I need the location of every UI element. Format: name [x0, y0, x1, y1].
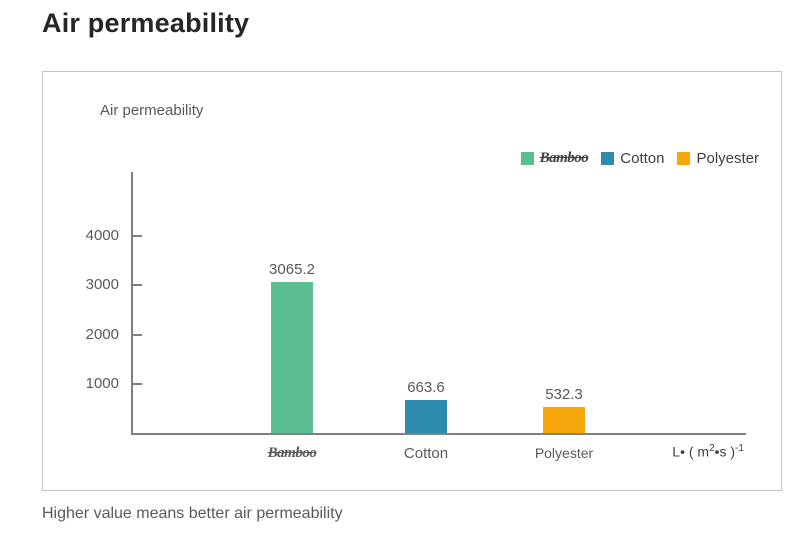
x-axis-label-bamboo: Bamboo: [267, 445, 317, 461]
bar-group-polyester: 532.3: [504, 386, 624, 433]
plot-area: 1000 2000 3000 4000 3065.2 663.6 532.3 B…: [86, 172, 746, 462]
chart-title: Air permeability: [100, 102, 204, 119]
bar-value-label: 3065.2: [269, 261, 315, 279]
legend-label-polyester: Polyester: [696, 150, 759, 167]
page-title: Air permeability: [42, 8, 250, 38]
bar-group-bamboo: 3065.2: [232, 261, 352, 433]
legend-label-cotton: Cotton: [620, 150, 665, 167]
x-axis-label-polyester: Polyester: [534, 445, 594, 461]
y-tick-label: 1000: [85, 374, 119, 392]
y-tick-mark: [133, 382, 142, 385]
bar-group-cotton: 663.6: [366, 379, 486, 433]
bar-bamboo: [271, 282, 313, 433]
y-tick-mark: [133, 333, 142, 336]
legend-label-bamboo: Bamboo: [539, 150, 589, 166]
y-tick-label: 2000: [85, 325, 119, 343]
bar-cotton: [405, 400, 447, 433]
y-tick-label: 4000: [85, 227, 119, 245]
legend-swatch-polyester: [677, 152, 691, 165]
legend: Bamboo Cotton Polyester: [520, 150, 759, 167]
legend-item-cotton: Cotton: [601, 150, 664, 167]
bar-value-label: 532.3: [545, 385, 583, 403]
chart-panel: Air permeability Bamboo Cotton Polyester…: [42, 71, 782, 491]
x-axis-label-cotton: Cotton: [403, 445, 449, 462]
y-tick-label: 3000: [85, 276, 119, 294]
legend-item-polyester: Polyester: [677, 150, 759, 167]
y-tick-mark: [133, 235, 142, 238]
chart-caption: Higher value means better air permeabili…: [42, 505, 343, 522]
axis-unit-label: L• ( m2•s )-1: [672, 443, 744, 460]
y-tick-mark: [133, 284, 142, 287]
legend-item-bamboo: Bamboo: [520, 150, 589, 167]
legend-swatch-cotton: [601, 152, 615, 165]
bar-value-label: 663.6: [407, 379, 445, 397]
bar-polyester: [543, 406, 585, 433]
legend-swatch-bamboo: [520, 152, 534, 165]
